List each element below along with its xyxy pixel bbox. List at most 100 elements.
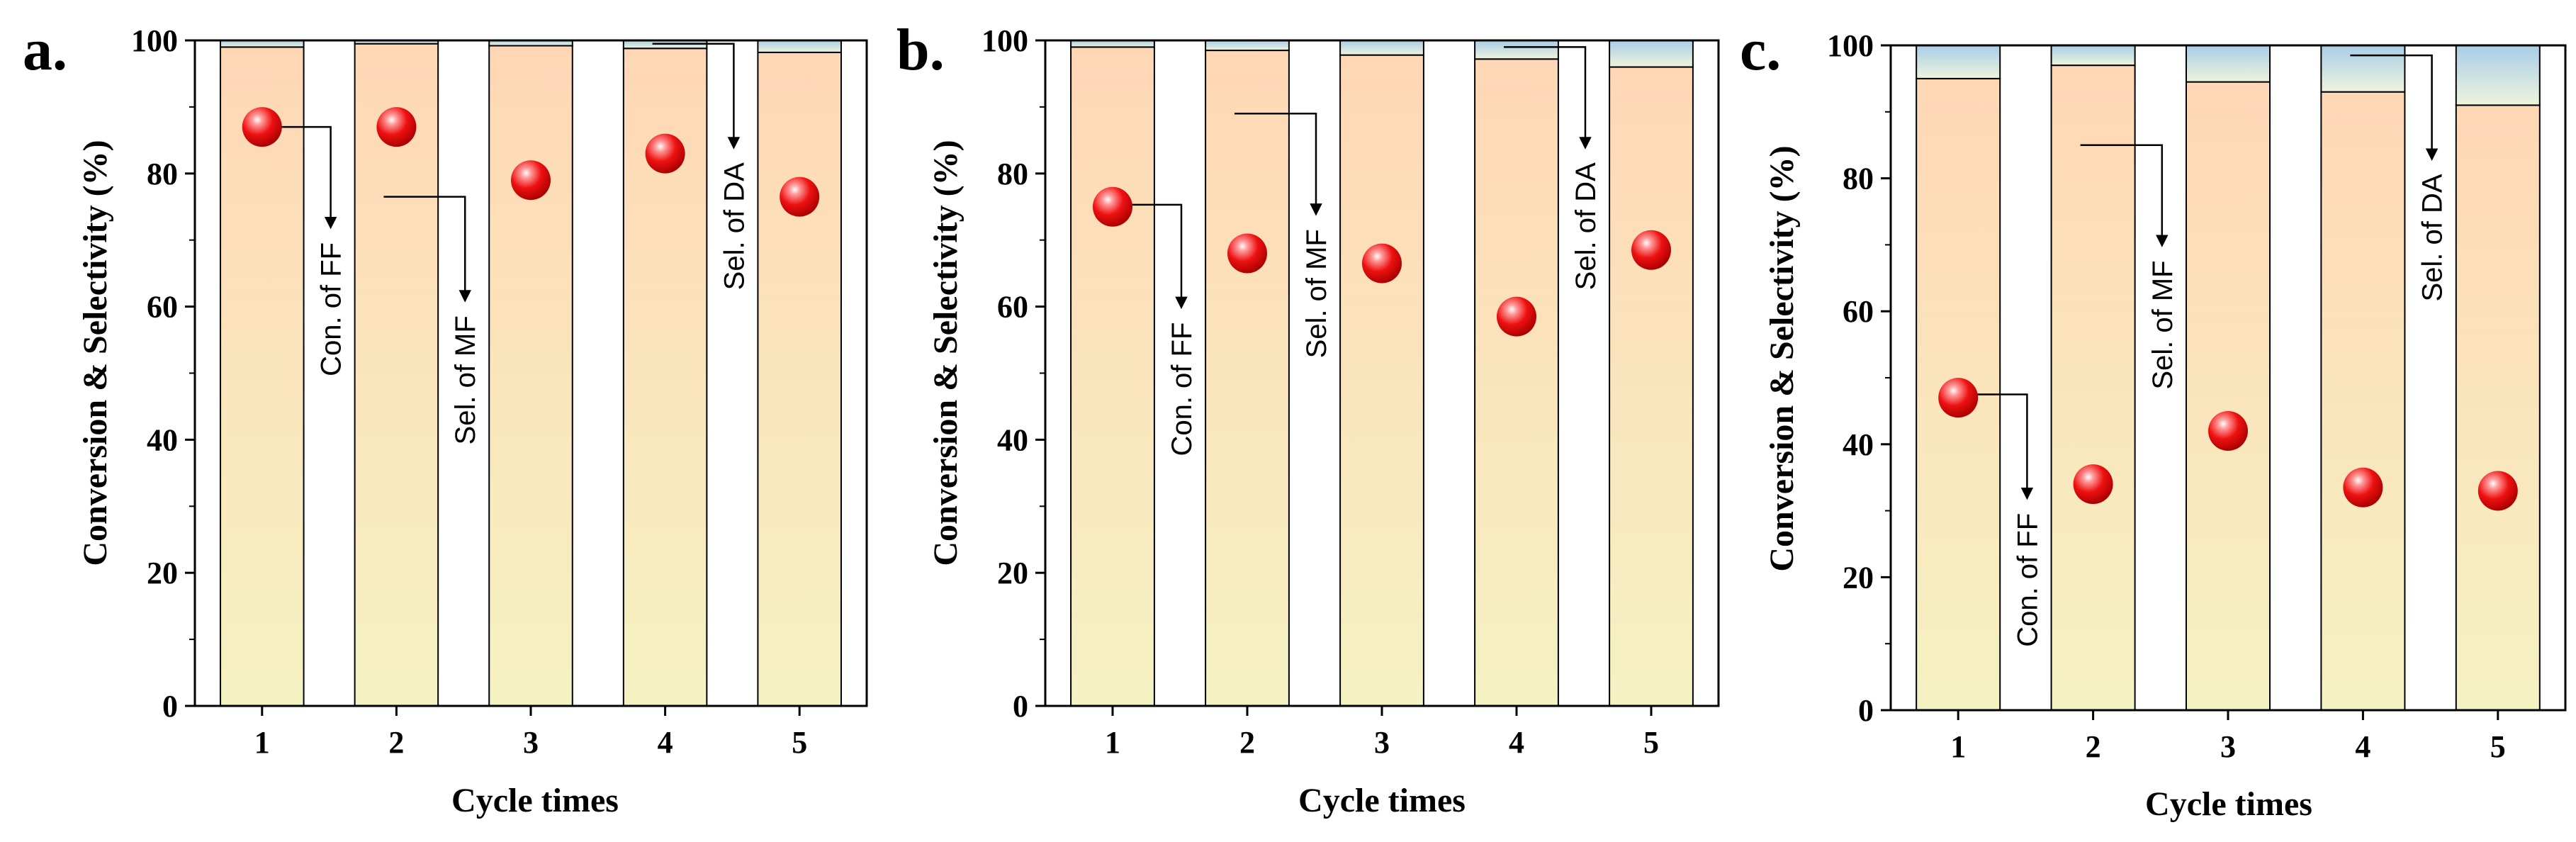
conversion-point xyxy=(511,160,551,201)
y-tick-label: 100 xyxy=(982,23,1028,58)
y-tick-label: 0 xyxy=(1013,689,1028,724)
y-tick-label: 40 xyxy=(147,422,178,457)
x-axis-title-a: Cycle times xyxy=(451,782,619,819)
panel-label-b: b. xyxy=(896,17,945,83)
conversion-point xyxy=(2208,411,2248,451)
y-tick-label: 60 xyxy=(1843,294,1874,329)
y-tick-label: 0 xyxy=(1858,693,1874,728)
plot-area-a: 0 20 40 60 80 100 1 2 3 4 5 Con. of FF Sel. of MF Sel… xyxy=(131,23,868,760)
conversion-point xyxy=(242,107,282,147)
bar-da-selectivity xyxy=(1609,40,1694,68)
conversion-point xyxy=(2073,464,2113,505)
conversion-point xyxy=(780,176,820,217)
annotation-arrow xyxy=(1234,113,1322,216)
annotation-label: Sel. of DA xyxy=(2417,174,2448,301)
y-tick-label: 40 xyxy=(997,422,1028,457)
annotation-arrow xyxy=(383,196,471,303)
bar-da-selectivity xyxy=(1474,40,1559,60)
bar-da-selectivity xyxy=(2320,45,2406,93)
y-axis-title-b: Conversion & Selectivity (%) xyxy=(927,140,964,566)
x-tick-label: 4 xyxy=(2355,729,2370,764)
annotation-label: Sel. of DA xyxy=(1570,162,1602,290)
y-tick-label: 40 xyxy=(1843,427,1874,462)
bar-mf-selectivity xyxy=(1070,46,1155,707)
bar-mf-selectivity xyxy=(2185,81,2271,711)
x-tick-label: 3 xyxy=(1374,725,1390,760)
conversion-point xyxy=(1938,378,1979,418)
y-tick-label: 60 xyxy=(997,290,1028,325)
bar-da-selectivity xyxy=(1205,40,1290,52)
y-tick-label: 80 xyxy=(1843,162,1874,196)
annotation-label: Sel. of DA xyxy=(719,162,750,290)
x-tick-label: 2 xyxy=(2086,729,2101,764)
x-axis-title-c: Cycle times xyxy=(2145,785,2312,823)
panel-b: b. Conversion & Selectivity (%) Cycle ti… xyxy=(896,17,1720,819)
y-tick-label: 0 xyxy=(162,689,178,724)
bar-mf-selectivity xyxy=(1205,50,1290,707)
annotation-arrow xyxy=(2350,54,2439,161)
conversion-point xyxy=(1362,243,1402,284)
annotation-arrow xyxy=(2080,144,2169,247)
annotation-label: Sel. of MF xyxy=(450,315,481,444)
bar-mf-selectivity xyxy=(488,45,573,707)
annotation-label: Sel. of MF xyxy=(2147,260,2178,389)
conversion-point xyxy=(1093,186,1132,227)
bar-mf-selectivity xyxy=(2320,91,2406,712)
x-tick-label: 4 xyxy=(658,725,673,760)
annotation-label: Con. of FF xyxy=(1166,322,1198,456)
conversion-point xyxy=(2477,471,2518,511)
x-tick-label: 5 xyxy=(1643,725,1659,760)
bar-mf-selectivity xyxy=(1474,58,1559,707)
x-tick-label: 1 xyxy=(254,725,270,760)
x-tick-label: 2 xyxy=(1239,725,1255,760)
y-tick-label: 20 xyxy=(1843,560,1874,595)
bar-mf-selectivity xyxy=(2050,64,2136,711)
annotation-label: Con. of FF xyxy=(316,242,347,376)
x-tick-label: 3 xyxy=(2220,729,2236,764)
bar-mf-selectivity xyxy=(1339,54,1424,707)
conversion-point xyxy=(1497,296,1536,337)
panel-label-a: a. xyxy=(23,17,67,83)
bar-mf-selectivity xyxy=(1609,66,1694,707)
conversion-point xyxy=(2343,467,2383,507)
x-tick-label: 2 xyxy=(388,725,404,760)
bar-da-selectivity xyxy=(2185,45,2271,83)
panel-label-c: c. xyxy=(1740,17,1781,83)
x-tick-label: 5 xyxy=(2490,729,2506,764)
y-tick-label: 20 xyxy=(997,556,1028,590)
bar-mf-selectivity xyxy=(757,51,842,707)
y-axis-title-c: Conversion & Selectivity (%) xyxy=(1763,145,1801,571)
y-tick-label: 60 xyxy=(147,290,178,325)
y-axis-title-a: Conversion & Selectivity (%) xyxy=(77,140,114,566)
x-tick-label: 3 xyxy=(523,725,539,760)
conversion-point xyxy=(645,133,685,174)
y-tick-label: 20 xyxy=(147,556,178,590)
bar-da-selectivity xyxy=(757,40,842,53)
bar-da-selectivity xyxy=(2455,45,2541,106)
x-axis-title-b: Cycle times xyxy=(1298,782,1466,819)
bar-mf-selectivity xyxy=(2455,104,2541,712)
x-tick-label: 1 xyxy=(1950,729,1966,764)
panel-c: c. Conversion & Selectivity (%) Cycle ti… xyxy=(1740,17,2567,823)
annotation-arrow xyxy=(1504,46,1592,150)
bar-da-selectivity xyxy=(1916,45,2001,79)
x-tick-label: 1 xyxy=(1105,725,1120,760)
conversion-point xyxy=(1631,230,1671,270)
plot-area-c: 0 20 40 60 80 100 1 2 3 4 5 Con. of FF Sel. of MF Sel… xyxy=(1827,28,2567,764)
x-tick-label: 4 xyxy=(1509,725,1524,760)
bar-mf-selectivity xyxy=(220,46,305,707)
y-tick-label: 80 xyxy=(147,157,178,191)
annotation-label: Con. of FF xyxy=(2012,513,2043,647)
conversion-point xyxy=(376,107,417,147)
bar-da-selectivity xyxy=(2050,45,2136,67)
y-tick-label: 100 xyxy=(131,23,178,58)
y-tick-label: 100 xyxy=(1827,28,1874,63)
annotation-arrow xyxy=(652,43,741,150)
conversion-point xyxy=(1227,233,1267,274)
panel-a: a. Conversion & Selectivity (%) Cycle ti… xyxy=(23,17,868,819)
annotation-label: Sel. of MF xyxy=(1301,229,1332,358)
x-tick-label: 5 xyxy=(792,725,807,760)
bar-da-selectivity xyxy=(1339,40,1424,56)
y-tick-label: 80 xyxy=(997,157,1028,191)
